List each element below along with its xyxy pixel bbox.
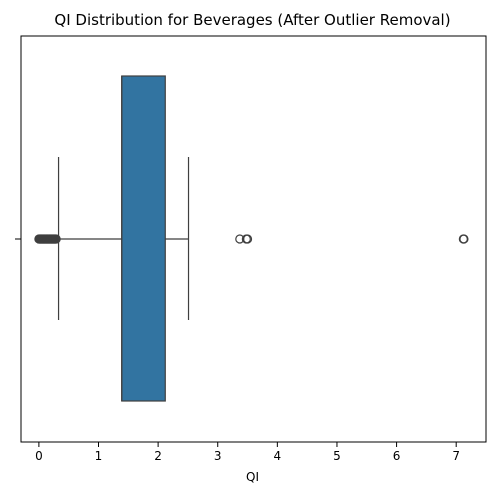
outlier-point	[51, 234, 61, 244]
outlier-point	[459, 234, 469, 244]
chart-title: QI Distribution for Beverages (After Out…	[54, 11, 451, 29]
x-tick-label: 3	[214, 449, 222, 463]
x-tick-label: 2	[154, 449, 162, 463]
outlier-layer	[34, 234, 469, 244]
x-tick-label: 4	[274, 449, 282, 463]
x-tick-label: 7	[452, 449, 460, 463]
x-tick-label: 1	[95, 449, 103, 463]
x-axis-label: QI	[246, 470, 259, 484]
outlier-point	[242, 234, 253, 244]
box-layer	[57, 75, 190, 402]
iqr-box	[121, 75, 166, 402]
x-tick-label: 5	[333, 449, 341, 463]
x-tick-label: 6	[393, 449, 401, 463]
x-tick-label: 0	[35, 449, 43, 463]
x-axis-ticks: 0 1 2 3 4 5 6 7	[35, 442, 460, 463]
